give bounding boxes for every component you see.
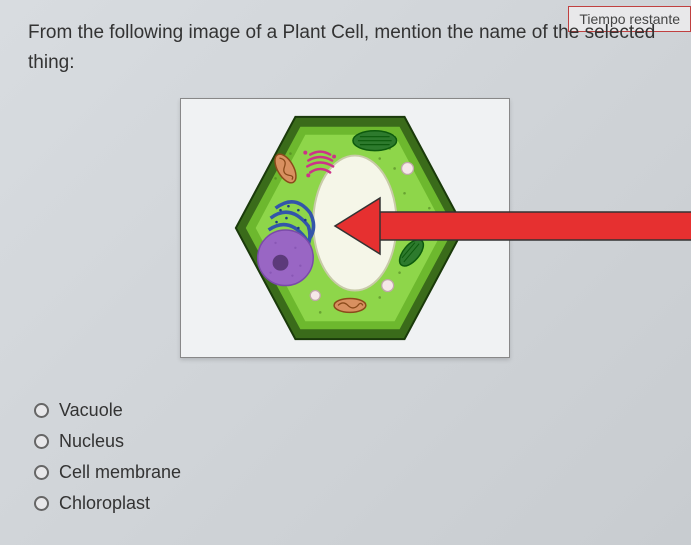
radio-icon <box>34 496 49 511</box>
question-prompt: From the following image of a Plant Cell… <box>28 18 661 79</box>
option-vacuole[interactable]: Vacuole <box>34 400 181 421</box>
radio-icon <box>34 403 49 418</box>
radio-icon <box>34 434 49 449</box>
option-cell-membrane[interactable]: Cell membrane <box>34 462 181 483</box>
option-chloroplast[interactable]: Chloroplast <box>34 493 181 514</box>
radio-icon <box>34 465 49 480</box>
answer-options: Vacuole Nucleus Cell membrane Chloroplas… <box>34 400 181 514</box>
option-label: Vacuole <box>59 400 123 421</box>
option-label: Chloroplast <box>59 493 150 514</box>
option-nucleus[interactable]: Nucleus <box>34 431 181 452</box>
option-label: Cell membrane <box>59 462 181 483</box>
option-label: Nucleus <box>59 431 124 452</box>
pointer-arrow <box>335 198 691 254</box>
